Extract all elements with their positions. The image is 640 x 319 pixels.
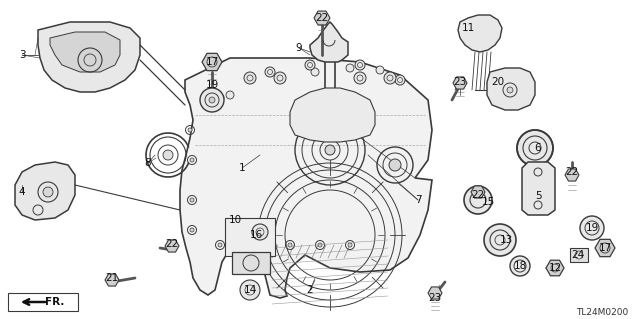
- Circle shape: [274, 72, 286, 84]
- Polygon shape: [50, 32, 120, 72]
- Text: 19: 19: [205, 80, 219, 90]
- Circle shape: [355, 60, 365, 70]
- Circle shape: [348, 243, 352, 247]
- Text: 17: 17: [598, 243, 612, 253]
- Text: TL24M0200: TL24M0200: [576, 308, 628, 317]
- Polygon shape: [487, 68, 535, 110]
- Circle shape: [248, 243, 252, 247]
- Polygon shape: [471, 186, 485, 198]
- Polygon shape: [546, 260, 564, 276]
- Circle shape: [244, 72, 256, 84]
- Circle shape: [188, 128, 192, 132]
- Text: FR.: FR.: [45, 297, 65, 307]
- Circle shape: [43, 187, 53, 197]
- Text: 17: 17: [205, 57, 219, 67]
- Bar: [225, 218, 275, 256]
- Circle shape: [190, 158, 194, 162]
- Circle shape: [464, 186, 492, 214]
- Text: 12: 12: [548, 263, 562, 273]
- Circle shape: [354, 72, 366, 84]
- Circle shape: [163, 150, 173, 160]
- Text: 11: 11: [461, 23, 475, 33]
- Text: 22: 22: [316, 13, 328, 23]
- Polygon shape: [38, 22, 140, 92]
- Circle shape: [190, 198, 194, 202]
- Polygon shape: [290, 88, 375, 142]
- Circle shape: [218, 243, 222, 247]
- Circle shape: [305, 60, 315, 70]
- Circle shape: [510, 256, 530, 276]
- Text: 2: 2: [307, 285, 314, 295]
- Circle shape: [240, 280, 260, 300]
- Text: 10: 10: [228, 215, 241, 225]
- Text: 22: 22: [165, 239, 179, 249]
- Text: 7: 7: [415, 195, 421, 205]
- Polygon shape: [105, 274, 119, 286]
- Circle shape: [190, 228, 194, 232]
- Circle shape: [346, 64, 354, 72]
- Polygon shape: [314, 11, 330, 25]
- Text: 20: 20: [492, 77, 504, 87]
- Text: 13: 13: [499, 235, 513, 245]
- Polygon shape: [15, 162, 75, 220]
- Circle shape: [265, 67, 275, 77]
- Circle shape: [395, 75, 405, 85]
- Circle shape: [376, 66, 384, 74]
- Text: 14: 14: [243, 285, 257, 295]
- Text: 22: 22: [565, 167, 579, 177]
- Circle shape: [325, 145, 335, 155]
- Circle shape: [288, 243, 292, 247]
- Circle shape: [389, 159, 401, 171]
- Circle shape: [507, 87, 513, 93]
- Polygon shape: [202, 53, 222, 71]
- Polygon shape: [595, 239, 615, 257]
- Circle shape: [226, 91, 234, 99]
- Polygon shape: [428, 287, 442, 299]
- Text: 18: 18: [513, 261, 527, 271]
- Bar: [232, 252, 270, 274]
- Polygon shape: [522, 162, 555, 215]
- Text: 19: 19: [586, 223, 598, 233]
- Polygon shape: [310, 22, 348, 62]
- Circle shape: [206, 94, 214, 102]
- Circle shape: [252, 224, 268, 240]
- Bar: [570, 248, 588, 262]
- Polygon shape: [165, 240, 179, 252]
- Bar: [8, 293, 78, 311]
- Circle shape: [484, 224, 516, 256]
- Polygon shape: [458, 15, 502, 52]
- Text: 6: 6: [534, 143, 541, 153]
- Text: 3: 3: [19, 50, 26, 60]
- Circle shape: [311, 68, 319, 76]
- Circle shape: [216, 94, 224, 102]
- Text: 23: 23: [453, 77, 467, 87]
- Text: 21: 21: [106, 273, 118, 283]
- Circle shape: [517, 130, 553, 166]
- Text: 4: 4: [19, 187, 26, 197]
- Text: 22: 22: [472, 190, 484, 200]
- Polygon shape: [180, 58, 432, 298]
- Text: 16: 16: [250, 230, 262, 240]
- Circle shape: [318, 243, 322, 247]
- Polygon shape: [453, 77, 467, 89]
- Text: 9: 9: [296, 43, 302, 53]
- Text: 24: 24: [572, 250, 584, 260]
- Text: 8: 8: [145, 158, 151, 168]
- Text: 23: 23: [428, 293, 442, 303]
- Text: 15: 15: [481, 197, 495, 207]
- Circle shape: [580, 216, 604, 240]
- Circle shape: [209, 97, 215, 103]
- Text: 5: 5: [534, 191, 541, 201]
- Text: 1: 1: [239, 163, 245, 173]
- Polygon shape: [565, 169, 579, 181]
- Circle shape: [384, 72, 396, 84]
- Circle shape: [200, 88, 224, 112]
